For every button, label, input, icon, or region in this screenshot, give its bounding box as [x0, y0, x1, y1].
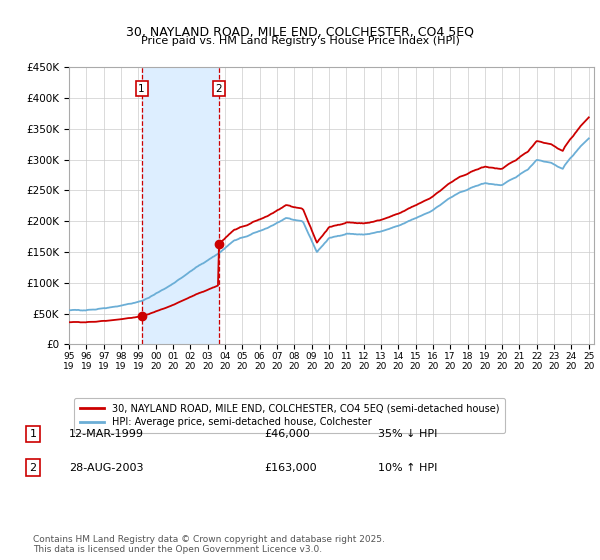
Text: 2: 2 — [29, 463, 37, 473]
Text: Contains HM Land Registry data © Crown copyright and database right 2025.
This d: Contains HM Land Registry data © Crown c… — [33, 535, 385, 554]
Text: 28-AUG-2003: 28-AUG-2003 — [69, 463, 143, 473]
Text: 1: 1 — [29, 429, 37, 439]
Text: £46,000: £46,000 — [264, 429, 310, 439]
Text: £163,000: £163,000 — [264, 463, 317, 473]
Text: 30, NAYLAND ROAD, MILE END, COLCHESTER, CO4 5EQ: 30, NAYLAND ROAD, MILE END, COLCHESTER, … — [126, 25, 474, 38]
Text: 1: 1 — [138, 84, 145, 94]
Text: 35% ↓ HPI: 35% ↓ HPI — [378, 429, 437, 439]
Text: 2: 2 — [215, 84, 222, 94]
Legend: 30, NAYLAND ROAD, MILE END, COLCHESTER, CO4 5EQ (semi-detached house), HPI: Aver: 30, NAYLAND ROAD, MILE END, COLCHESTER, … — [74, 398, 505, 433]
Text: 10% ↑ HPI: 10% ↑ HPI — [378, 463, 437, 473]
Bar — [142, 67, 219, 344]
Text: Price paid vs. HM Land Registry's House Price Index (HPI): Price paid vs. HM Land Registry's House … — [140, 36, 460, 46]
Text: 12-MAR-1999: 12-MAR-1999 — [69, 429, 144, 439]
